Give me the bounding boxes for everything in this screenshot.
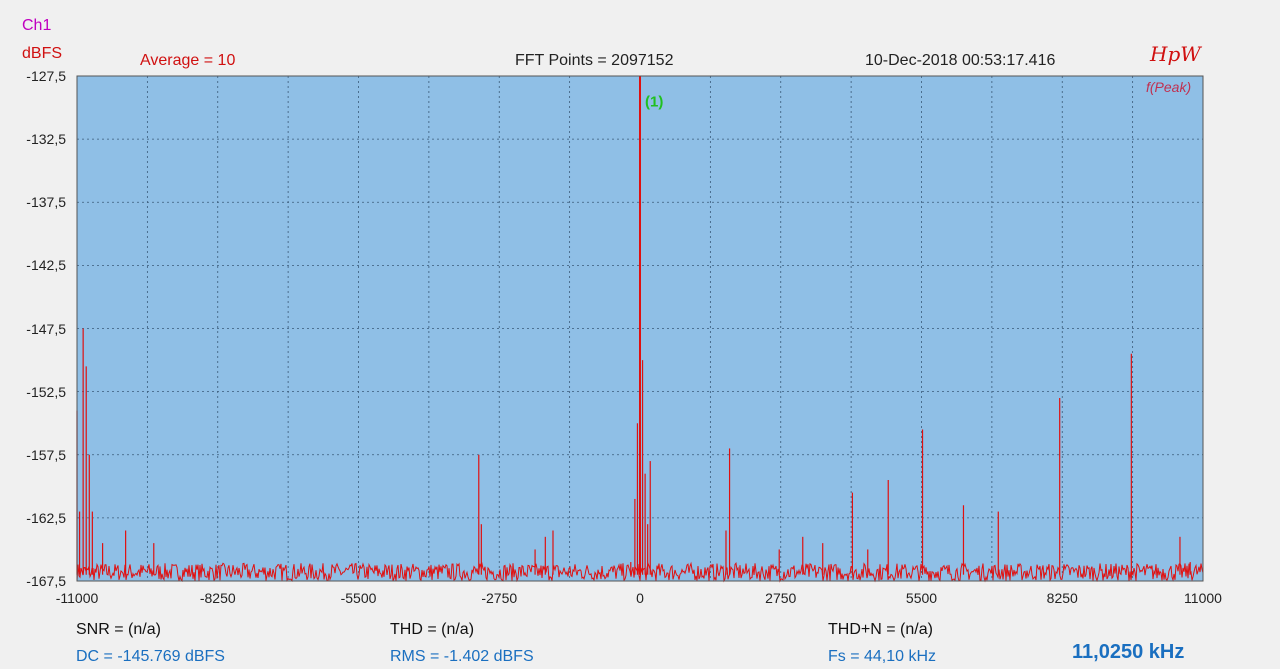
peak-function-label: f(Peak) bbox=[1146, 79, 1192, 95]
y-tick-label: -142,5 bbox=[26, 257, 66, 274]
y-tick-label: -167,5 bbox=[26, 573, 66, 589]
y-tick-label: -127,5 bbox=[26, 68, 66, 84]
x-tick-label: -5500 bbox=[340, 590, 377, 606]
fft-points-label: FFT Points = 2097152 bbox=[515, 52, 674, 69]
unit-label: dBFS bbox=[22, 45, 63, 62]
average-label: Average = 10 bbox=[140, 52, 236, 69]
x-tick-label: 2750 bbox=[765, 590, 797, 606]
y-tick-label: -152,5 bbox=[26, 383, 66, 400]
plot-border bbox=[76, 75, 1204, 582]
rms-readout: RMS = -1.402 dBFS bbox=[390, 648, 534, 665]
thdn-readout: THD+N = (n/a) bbox=[828, 621, 933, 638]
x-tick-label: -8250 bbox=[199, 590, 236, 606]
x-tick-label: -11000 bbox=[55, 590, 99, 606]
peak-marker-label: (1) bbox=[645, 93, 663, 110]
thd-readout: THD = (n/a) bbox=[390, 621, 475, 638]
y-tick-label: -157,5 bbox=[26, 446, 66, 463]
y-tick-label: -137,5 bbox=[26, 194, 66, 211]
y-tick-label: -147,5 bbox=[26, 320, 66, 337]
spectrum-trace bbox=[76, 561, 1204, 583]
snr-readout: SNR = (n/a) bbox=[76, 621, 161, 638]
logo: HpW bbox=[1150, 42, 1201, 66]
x-tick-label: 0 bbox=[636, 590, 644, 606]
fs-readout: Fs = 44,10 kHz bbox=[828, 648, 937, 665]
timestamp: 10-Dec-2018 00:53:17.416 bbox=[865, 52, 1056, 69]
x-tick-label: 5500 bbox=[905, 590, 938, 606]
x-tick-label: -2750 bbox=[481, 590, 518, 606]
peak-marks bbox=[76, 76, 1191, 575]
channel-label: Ch1 bbox=[22, 17, 52, 34]
sample-frequency-readout: 11,0250 kHz bbox=[1072, 641, 1185, 663]
y-tick-label: -162,5 bbox=[26, 509, 66, 526]
x-tick-label: 8250 bbox=[1046, 590, 1078, 606]
y-tick-label: -132,5 bbox=[26, 131, 66, 148]
dc-readout: DC = -145.769 dBFS bbox=[76, 648, 225, 665]
x-tick-label: 11000 bbox=[1184, 590, 1222, 606]
